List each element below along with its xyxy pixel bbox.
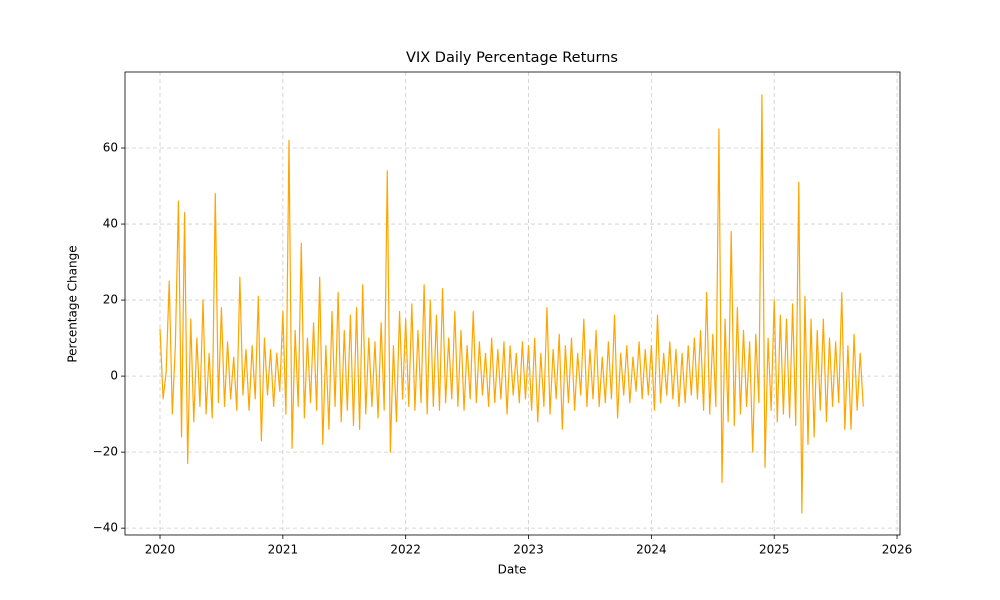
x-axis-label: Date (498, 563, 527, 577)
x-tick-label: 2026 (882, 543, 913, 557)
x-tick-label: 2020 (145, 543, 176, 557)
x-tick-label: 2023 (513, 543, 544, 557)
y-tick-label: −20 (93, 445, 118, 459)
chart-title: VIX Daily Percentage Returns (406, 50, 618, 66)
y-tick-label: −40 (93, 521, 118, 535)
y-tick-label: 60 (103, 141, 118, 155)
x-tick-label: 2021 (268, 543, 299, 557)
x-tick-label: 2025 (759, 543, 790, 557)
y-tick-label: 0 (110, 369, 118, 383)
y-tick-label: 20 (103, 293, 118, 307)
y-tick-label: 40 (103, 217, 118, 231)
plot-frame (124, 71, 901, 536)
y-axis-label: Percentage Change (66, 245, 80, 362)
data-line (159, 94, 864, 514)
x-tick-label: 2022 (390, 543, 421, 557)
x-tick-label: 2024 (636, 543, 667, 557)
